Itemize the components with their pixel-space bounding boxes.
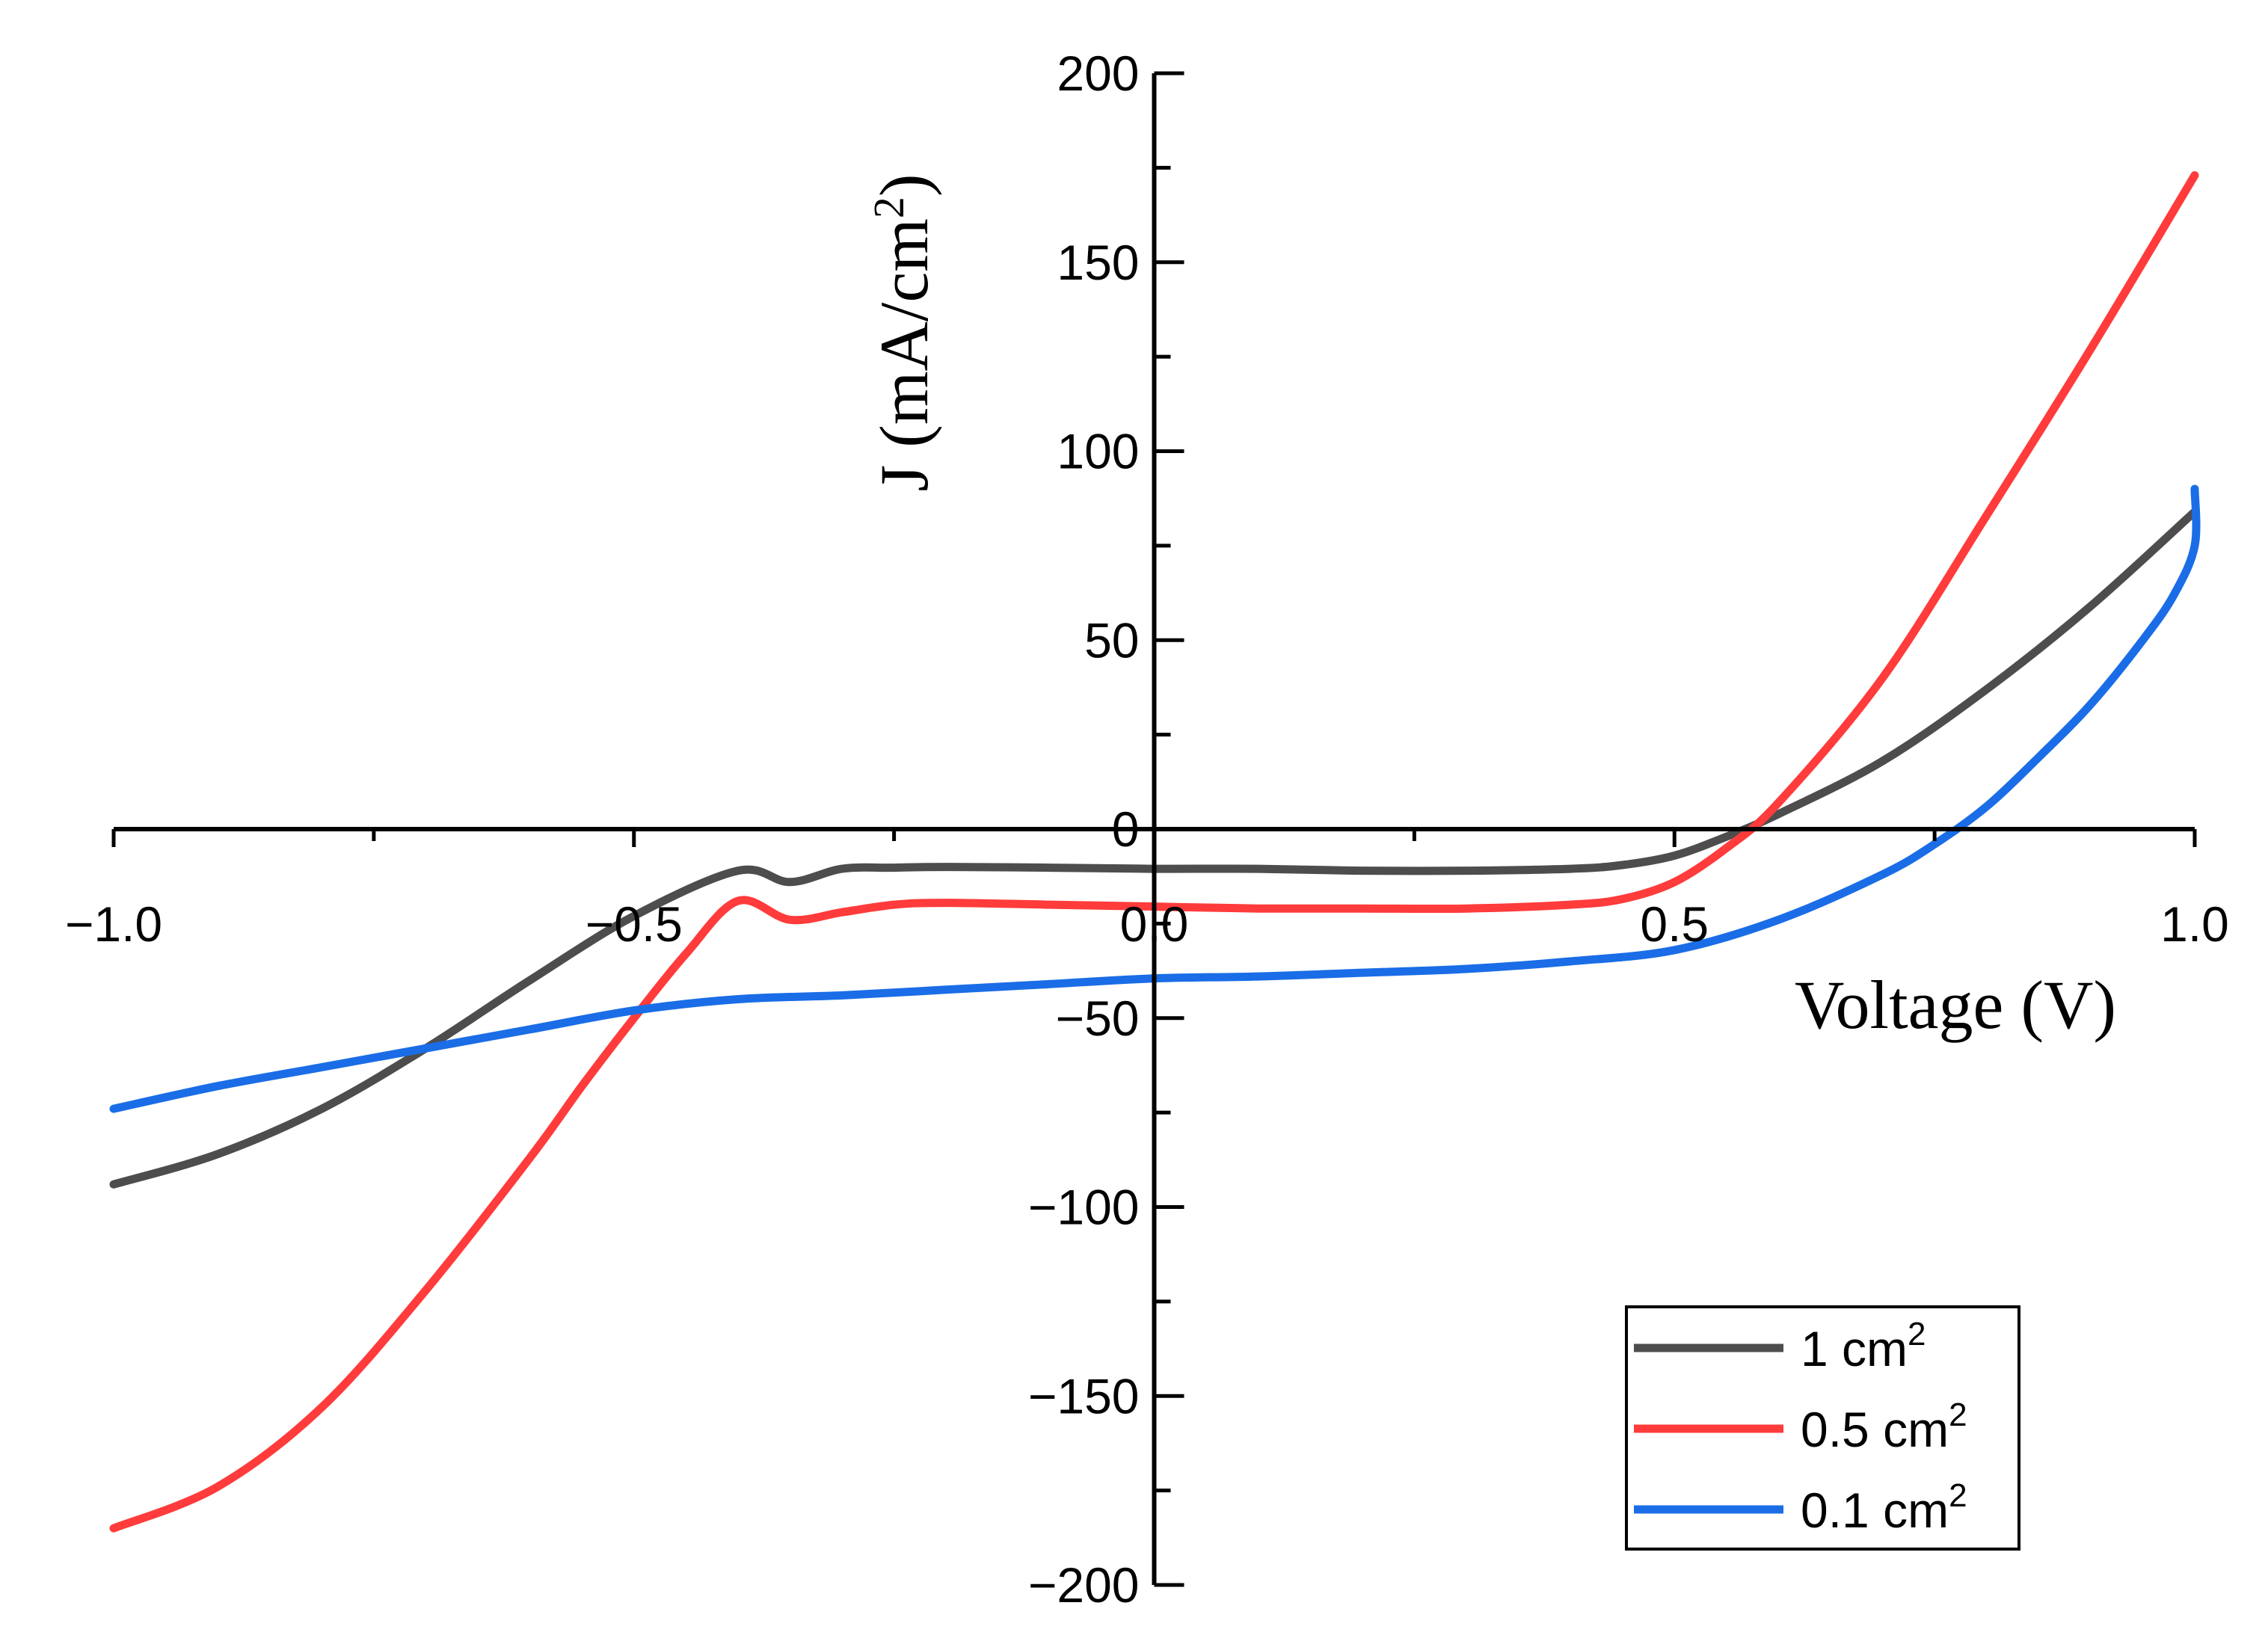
ticks-layer: −1.0 −0.5 0.0 0.5 1.0200150100500−50−100−150… — [65, 46, 2229, 1613]
legend-label-base: 1 cm — [1801, 1321, 1908, 1376]
series-line-2 — [109, 171, 2199, 1533]
x-axis-label: Voltage (V) — [1795, 967, 2116, 1043]
x-tick-label: 0.5 — [1640, 896, 1709, 952]
y-tick-label: 150 — [1057, 235, 1139, 290]
y-axis-label-base: J (mA/cm — [866, 218, 942, 491]
y-tick-label: −200 — [1028, 1557, 1140, 1613]
x-tick-label: −0.5 — [586, 896, 683, 952]
series-line-3 — [109, 484, 2201, 1113]
x-tick-label: −1.0 — [65, 896, 162, 952]
y-tick-label: −150 — [1028, 1368, 1140, 1423]
y-tick-label: 0 — [1112, 801, 1140, 857]
y-tick-label: −50 — [1056, 991, 1140, 1046]
y-tick-label: 200 — [1057, 46, 1139, 101]
legend-label-sup: 2 — [1949, 1477, 1967, 1514]
y-axis-label-tail: ) — [866, 173, 942, 197]
legend-label-sup: 2 — [1949, 1397, 1967, 1433]
y-axis-label-sup: 2 — [864, 197, 913, 218]
legend-label-base: 0.1 cm — [1801, 1483, 1949, 1538]
legend-label-3: 0.1 cm2 — [1801, 1477, 1967, 1538]
legend-label-sup: 2 — [1908, 1316, 1926, 1352]
legend-label-1: 1 cm2 — [1801, 1316, 1926, 1376]
y-tick-label: −100 — [1028, 1180, 1140, 1235]
legend-label-2: 0.5 cm2 — [1801, 1397, 1967, 1457]
y-tick-label: 50 — [1084, 612, 1139, 668]
y-tick-label: 100 — [1057, 424, 1139, 479]
x-tick-label: 1.0 — [2160, 896, 2229, 952]
legend-label-base: 0.5 cm — [1801, 1402, 1949, 1457]
y-axis-label: J (mA/cm2) — [864, 173, 942, 491]
